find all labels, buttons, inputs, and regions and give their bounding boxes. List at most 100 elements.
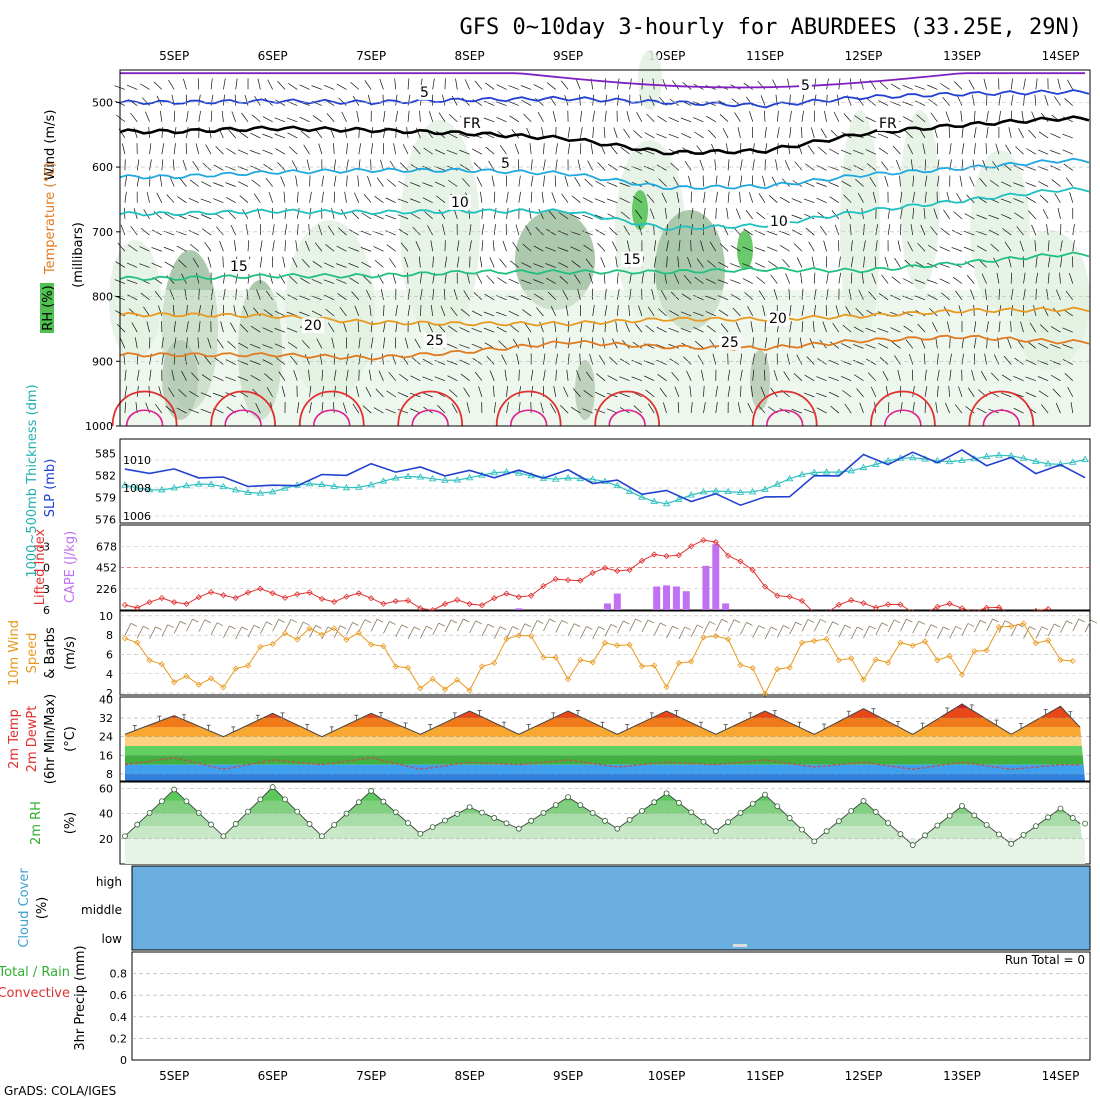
wind10-barb-122 xyxy=(875,622,883,635)
upper-barb-585 xyxy=(447,375,458,382)
upper-barb-1397 xyxy=(927,262,938,268)
upper-barb-223 xyxy=(246,288,249,300)
upper-barb-1578 xyxy=(1038,131,1049,139)
upper-barb-1427 xyxy=(945,402,950,414)
upper-barb-1542 xyxy=(1016,226,1024,236)
upper-barb-1364 xyxy=(912,402,915,414)
upper-barb-1176 xyxy=(813,78,817,90)
upper-barb-1294 xyxy=(868,291,877,301)
thickness-marker-61 xyxy=(872,460,880,467)
wind10-barb-119 xyxy=(857,626,864,631)
rh-marker-7.750 xyxy=(442,817,448,824)
upper-barb-1274 xyxy=(855,307,864,317)
upper-barb-995 xyxy=(703,207,706,219)
wind10-marker-70 xyxy=(983,647,990,654)
upper-barb-776 xyxy=(560,404,569,414)
upper-barb-1612 xyxy=(1050,343,1061,349)
upper-barb-1374 xyxy=(920,224,926,236)
upper-barb-211 xyxy=(244,94,249,106)
upper-barb-2 xyxy=(116,114,126,123)
upper-barb-451 xyxy=(373,246,384,252)
upper-barb-484 xyxy=(407,94,411,106)
wind10-barb-48 xyxy=(419,625,427,639)
wind10-barb-118 xyxy=(850,626,858,640)
upper-barb-392 xyxy=(339,306,347,317)
rh-blob-8 xyxy=(632,190,648,230)
upper-barb-328 xyxy=(299,295,310,301)
rh-marker-10.625 xyxy=(725,819,731,825)
upper-barb-875 xyxy=(628,304,630,316)
upper-barb-1586 xyxy=(1047,256,1051,268)
upper-barb-907 xyxy=(643,149,655,155)
upper-barb-513 xyxy=(412,226,421,236)
upper-barb-809 xyxy=(585,258,593,268)
upper-barb-1061 xyxy=(730,263,741,268)
upper-barb-380 xyxy=(341,111,347,122)
wind10-barb-83 xyxy=(635,618,642,623)
upper-barb-658 xyxy=(506,191,509,203)
upper-barb-457 xyxy=(383,337,386,349)
upper-barb-1195 xyxy=(803,392,815,398)
upper-barb-1571 xyxy=(1025,359,1036,365)
temp-ylabel-4: (°C) xyxy=(63,726,78,752)
cloud-low-patch xyxy=(733,944,747,947)
upper-barb-1209 xyxy=(826,272,829,284)
upper-barb-206 xyxy=(225,359,236,365)
upper-barb-342 xyxy=(321,175,324,187)
upper-barb-1403 xyxy=(937,353,939,365)
wind10-barb-103 xyxy=(758,625,765,630)
rh-marker-5.625 xyxy=(232,821,239,827)
upper-barb-889 xyxy=(632,196,643,203)
upper-barb-665 xyxy=(496,311,507,317)
upper-barb-706 xyxy=(520,295,532,301)
upper-barb-831 xyxy=(603,272,606,284)
wind10-barb-71 xyxy=(561,620,568,624)
upper-barb-1386 xyxy=(927,84,938,90)
upper-barb-960 xyxy=(668,327,679,333)
upper-barb-481 xyxy=(386,390,396,398)
wind10-barb-109 xyxy=(795,621,802,626)
thickness-marker-49 xyxy=(724,487,732,495)
upper-barb-1609 xyxy=(1055,289,1061,300)
upper-barb-1042 xyxy=(717,295,729,301)
upper-barb-1283 xyxy=(865,116,876,123)
upper-barb-708 xyxy=(524,323,532,333)
li-ytick--3: -3 xyxy=(39,540,50,553)
upper-barb-197 xyxy=(227,210,236,220)
thk-ytick-585: 585 xyxy=(95,448,116,461)
upper-barb-1246 xyxy=(843,194,852,203)
upper-barb-1543 xyxy=(1019,240,1024,252)
upper-barb-1198 xyxy=(826,94,828,106)
wind10-marker-55 xyxy=(798,639,806,646)
wind10-marker-3 xyxy=(158,661,165,668)
upper-barb-749 xyxy=(550,305,557,317)
top-date-9SEP: 9SEP xyxy=(553,49,583,63)
upper-barb-249 xyxy=(250,375,261,381)
upper-barb-23 xyxy=(130,112,138,122)
upper-barb-911 xyxy=(649,208,655,219)
upper-barb-42 xyxy=(139,83,150,90)
wind10-barb-128 xyxy=(912,621,920,634)
upper-barb-1079 xyxy=(745,209,753,220)
cape-ylabel-li: Lifted Index xyxy=(33,528,48,605)
upper-barb-1308 xyxy=(884,175,889,187)
upper-barb-854 xyxy=(616,304,619,316)
upper-barb-1569 xyxy=(1029,322,1037,333)
upper-barb-969 xyxy=(680,133,692,139)
upper-barb-1539 xyxy=(1013,182,1024,187)
upper-barb-1175 xyxy=(791,408,803,414)
upper-barb-411 xyxy=(349,277,359,284)
wind10-barb-1 xyxy=(130,622,138,627)
upper-barb-1353 xyxy=(910,224,914,236)
upper-barb-682 xyxy=(512,241,520,252)
upper-barb-1416 xyxy=(940,228,950,236)
li-marker-26 xyxy=(441,600,449,608)
upper-barb-233 xyxy=(251,114,261,123)
rh-marker-4.625 xyxy=(134,821,141,828)
rh-marker-6.125 xyxy=(282,796,288,803)
upper-barb-403 xyxy=(358,143,362,155)
upper-barb-858 xyxy=(607,375,618,381)
wind10-marker-0 xyxy=(121,635,128,642)
upper-barb-605 xyxy=(459,359,470,365)
